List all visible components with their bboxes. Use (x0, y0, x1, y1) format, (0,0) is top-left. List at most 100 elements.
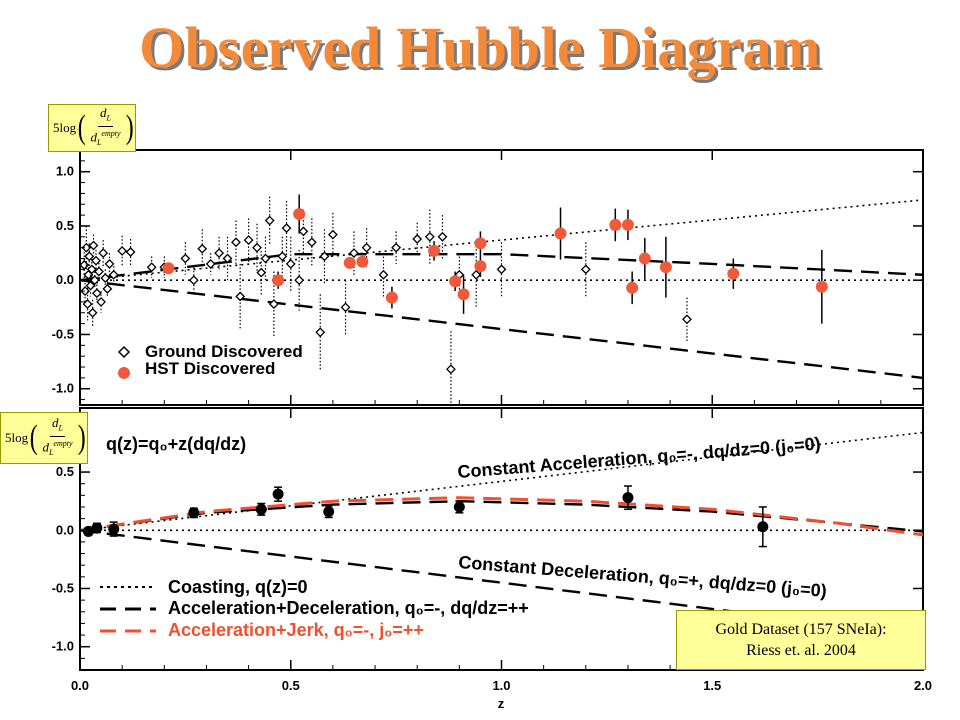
bot-model-line-acc-jerk (79, 496, 924, 537)
binned-point (82, 525, 94, 537)
citation-line-1: Gold Dataset (157 SNeIa): (715, 621, 887, 638)
ground-point (84, 251, 95, 262)
legend-coasting-label: Coasting, q(z)=0 (168, 577, 308, 597)
bot-y-tick-label: -0.5 (52, 580, 74, 595)
top-y-tick-label: 0.0 (56, 272, 74, 287)
bot-y-tick-label: 0.0 (56, 522, 74, 537)
paren-right-icon: ) (125, 109, 134, 146)
hst-point (162, 262, 175, 275)
hst-point (385, 291, 398, 304)
ylabel-top-den-sub: L (96, 137, 102, 147)
ground-point (327, 229, 338, 240)
ground-point (298, 226, 309, 237)
binned-point (622, 492, 634, 504)
top-y-tick-label: -1.0 (52, 381, 74, 396)
ground-point (180, 253, 191, 264)
top-model-line-dashed-middle (79, 253, 924, 282)
ground-point (125, 247, 136, 257)
ground-point (243, 235, 254, 245)
ylabel-top-den-sup: empty (101, 128, 121, 138)
x-axis-label: z (498, 696, 505, 711)
ground-point (361, 242, 372, 253)
binned-point (188, 507, 200, 519)
ground-point (277, 251, 288, 262)
legend-hst-marker (118, 367, 130, 379)
ground-point (256, 267, 267, 278)
ground-point (391, 242, 402, 253)
hst-point (272, 274, 285, 287)
ylabel-top-den: d (90, 129, 97, 145)
ground-point (100, 273, 111, 283)
ylabel-bottom-den-sup: empty (53, 438, 73, 448)
bot-x-tick-label: 0.0 (71, 678, 89, 693)
bot-x-tick-label: 2.0 (914, 678, 932, 693)
ylabel-bottom-num-sub: L (58, 423, 63, 433)
hst-point (356, 255, 369, 268)
ground-point (102, 283, 113, 294)
ground-point (252, 242, 262, 253)
ground-point (98, 248, 109, 259)
hst-point (293, 208, 306, 221)
bot-x-tick-label: 1.5 (703, 678, 721, 693)
y-axis-label-bottom: 5log ( dL dLempty ) (0, 412, 88, 464)
ground-point (446, 364, 456, 375)
ylabel-bottom-num: d (52, 415, 59, 431)
ground-point (86, 264, 97, 275)
ground-point (91, 255, 101, 266)
ground-point (235, 291, 246, 302)
ground-point (294, 275, 305, 286)
ylabel-top-prefix: 5log (53, 120, 77, 135)
page-title: Observed Hubble Diagram (139, 15, 821, 80)
ground-point (87, 307, 98, 318)
ground-point (231, 237, 241, 248)
hst-point (343, 256, 356, 269)
hst-point (621, 218, 634, 231)
ground-point (268, 299, 279, 310)
ground-point (306, 237, 317, 248)
y-axis-label-top: 5log ( dL dLempty ) (48, 104, 136, 152)
constant-deceleration-label: Constant Deceleration, q₀=+, dq/dz=0 (j₀… (458, 552, 828, 601)
ground-point (104, 259, 115, 269)
legend-ground-label: Ground Discovered (145, 342, 303, 361)
binned-point (323, 506, 335, 518)
legend-hst-label: HST Discovered (145, 359, 275, 378)
ground-point (108, 269, 119, 280)
hst-point (626, 281, 639, 294)
hst-point (457, 288, 470, 301)
ground-point (349, 248, 359, 259)
hst-point (554, 227, 567, 240)
binned-point (255, 503, 267, 515)
ground-point (79, 260, 90, 270)
binned-point (108, 523, 120, 535)
ylabel-top-fraction: dL dLempty (88, 106, 122, 150)
hst-point (815, 280, 828, 293)
constant-acceleration-label: Constant Acceleration, q₀=-, dq/dz=0 (j₀… (457, 433, 822, 482)
binned-point (453, 501, 465, 513)
bot-y-tick-label: 0.5 (56, 464, 74, 479)
legend-jerk-label: Acceleration+Jerk, q₀=-, j₀=++ (168, 620, 424, 640)
ground-point (260, 253, 271, 264)
hst-point (609, 218, 622, 231)
ground-point (496, 264, 507, 275)
hst-point (659, 261, 672, 274)
ground-point (188, 275, 199, 286)
top-y-tick-label: 0.5 (56, 218, 74, 233)
ground-point (315, 327, 326, 338)
ylabel-top-num-sub: L (106, 113, 111, 123)
ground-point (96, 296, 106, 307)
hst-point (428, 244, 441, 257)
top-y-tick-label: -0.5 (52, 326, 74, 341)
ylabel-bottom-fraction: dL dLempty (40, 416, 74, 460)
ground-point (81, 242, 92, 253)
binned-point (757, 521, 769, 533)
hst-point (474, 260, 487, 273)
ground-point (471, 269, 482, 280)
ground-point (222, 253, 233, 264)
ground-point (88, 240, 99, 251)
ground-point (319, 251, 330, 262)
ground-point (82, 299, 93, 310)
ground-point (378, 269, 389, 280)
paren-left-icon: ( (77, 109, 86, 146)
hst-point (449, 275, 462, 288)
ylabel-top-num: d (100, 105, 107, 121)
